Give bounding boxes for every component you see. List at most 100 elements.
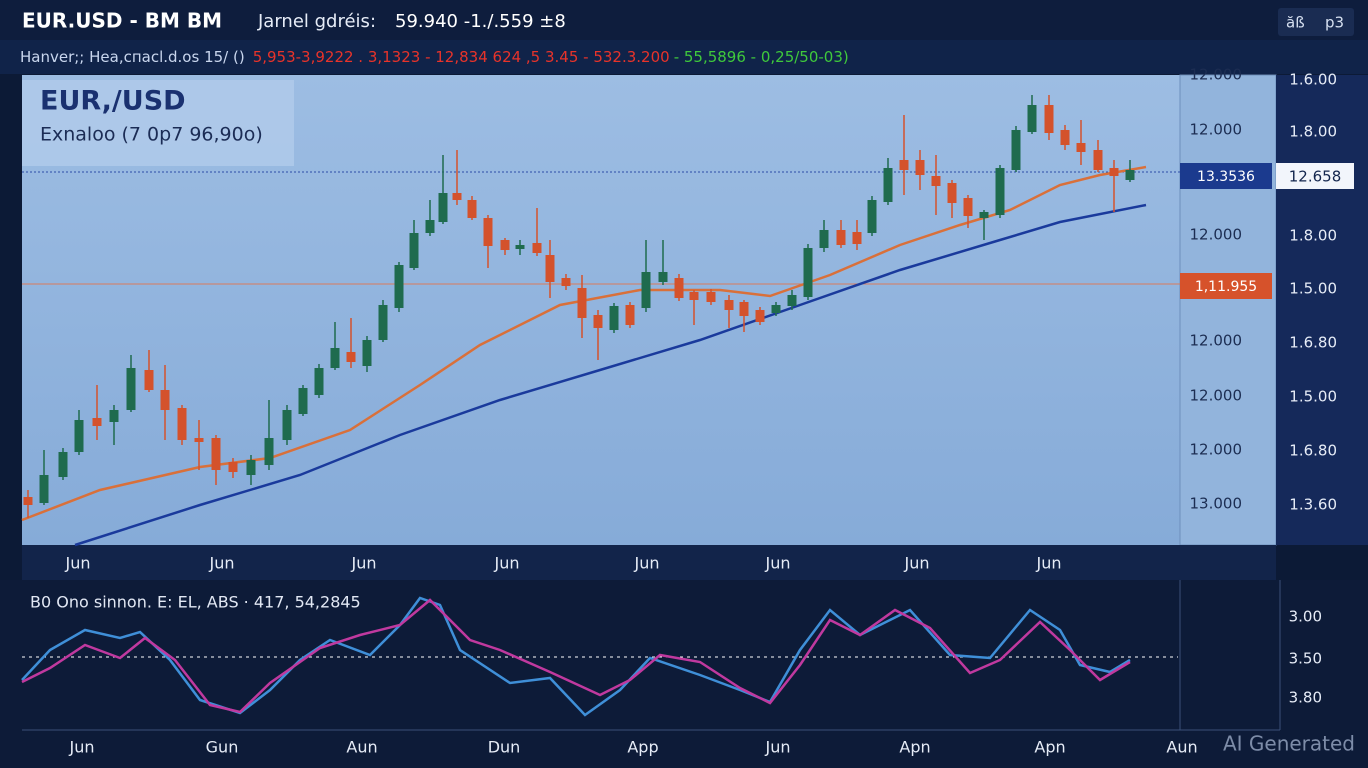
price-label: 1.6.80 — [1289, 442, 1337, 460]
candle-body — [883, 168, 893, 202]
price-label: 1.8.00 — [1289, 227, 1337, 245]
x-label: Jun — [634, 554, 660, 573]
candle-body — [314, 368, 324, 395]
price-label: 12.000 — [1190, 226, 1243, 244]
candle-body — [658, 272, 668, 282]
candle-body — [724, 300, 734, 310]
candle-body — [1027, 105, 1037, 132]
legend-subtitle: Exnaloo (7 0p7 96,90o) — [40, 124, 263, 146]
x-label: Jun — [351, 554, 377, 573]
candle-body — [1044, 105, 1054, 133]
candle-body — [771, 305, 781, 313]
badge-label: 12.658 — [1289, 168, 1342, 186]
candle-body — [803, 248, 813, 297]
price-label: 12.000 — [1190, 441, 1243, 459]
icon[interactable]: p3 — [1325, 14, 1344, 32]
candle-body — [177, 408, 187, 440]
candle-body — [1093, 150, 1103, 170]
candle-body — [532, 243, 542, 253]
osc-x-label: Apn — [1034, 738, 1065, 757]
badge — [1180, 273, 1272, 299]
candle-body — [394, 265, 404, 308]
x-label: Jun — [209, 554, 235, 573]
symbol: EUR.USD - BM BM — [22, 9, 222, 33]
candle-body — [425, 220, 435, 233]
legend-box — [22, 80, 294, 166]
candle-body — [836, 230, 846, 245]
icon-box[interactable] — [1278, 8, 1354, 36]
price-label: 12.000 — [1190, 66, 1243, 84]
header-quote: 59.940 -1./.559 ±8 — [395, 11, 566, 32]
candle-body — [23, 497, 33, 505]
icon[interactable]: ăß — [1286, 14, 1305, 32]
info-red: 5,953-3,9222 . 3,1323 - 12,834 624 ,5 3.… — [253, 48, 670, 66]
candle-body — [609, 306, 619, 330]
candle-body — [228, 462, 238, 472]
price-label: 1.6.80 — [1289, 334, 1337, 352]
osc-x-label: Aun — [346, 738, 377, 757]
candle-body — [787, 295, 797, 306]
line — [74, 203, 1147, 547]
candle-body — [1076, 143, 1086, 152]
candle-body — [74, 420, 84, 452]
candle-body — [330, 348, 340, 368]
candle-body — [852, 232, 862, 244]
candle-body — [545, 255, 555, 282]
osc-x-label: App — [627, 738, 658, 757]
candle-body — [1109, 168, 1119, 176]
candle-body — [1011, 130, 1021, 170]
candle-body — [593, 315, 603, 328]
candle-body — [979, 212, 989, 218]
price-label: 1.8.00 — [1289, 123, 1337, 141]
price-label: 13.000 — [1190, 495, 1243, 513]
candle-body — [160, 390, 170, 410]
x-label: Jun — [65, 554, 91, 573]
inner-axis — [1179, 74, 1277, 546]
candle-body — [39, 475, 49, 503]
info-prefix: Hanver;; Hea,cпacl.d.os 15/ () — [20, 48, 245, 66]
outer-axis — [1276, 75, 1368, 545]
candle-body — [362, 340, 372, 366]
line — [21, 598, 1131, 714]
x-label: Jun — [765, 554, 791, 573]
candle-body — [1060, 130, 1070, 145]
osc-x-label: Apn — [899, 738, 930, 757]
osc-x-label: Aun — [1166, 738, 1197, 757]
x-label: Jun — [1036, 554, 1062, 573]
candle-body — [819, 230, 829, 248]
line — [21, 596, 1131, 717]
candle-body — [409, 233, 419, 268]
candle-body — [1125, 170, 1135, 180]
candle-body — [144, 370, 154, 390]
price-label: 12.000 — [1190, 387, 1243, 405]
candle-body — [963, 198, 973, 216]
osc-label: 3.00 — [1289, 608, 1322, 626]
candle-body — [452, 193, 462, 200]
candle-body — [625, 305, 635, 325]
oscillator-pane — [0, 580, 1368, 768]
candle-body — [515, 245, 525, 249]
top-bar — [0, 0, 1368, 40]
candle-body — [264, 438, 274, 465]
candle-body — [346, 352, 356, 362]
osc-label: 3.80 — [1289, 689, 1322, 707]
watermark: AI Generated — [1223, 732, 1355, 756]
candle-body — [641, 272, 651, 308]
candle-body — [438, 193, 448, 222]
price-label: 1.5.00 — [1289, 388, 1337, 406]
candle-body — [92, 418, 102, 426]
price-label: 12.000 — [1190, 332, 1243, 350]
candle-body — [674, 278, 684, 298]
candle-body — [282, 410, 292, 440]
osc-label: 3.50 — [1289, 650, 1322, 668]
candle-body — [931, 176, 941, 186]
candle-body — [689, 292, 699, 300]
candle-body — [109, 410, 119, 422]
info-line: Hanver;; Hea,cпacl.d.os 15/ () 5,953-3,92… — [20, 48, 849, 66]
price-label: 12.000 — [1190, 121, 1243, 139]
candle-body — [126, 368, 136, 410]
candle-body — [467, 200, 477, 218]
candle-body — [483, 218, 493, 246]
price-label: 1.3.60 — [1289, 496, 1337, 514]
